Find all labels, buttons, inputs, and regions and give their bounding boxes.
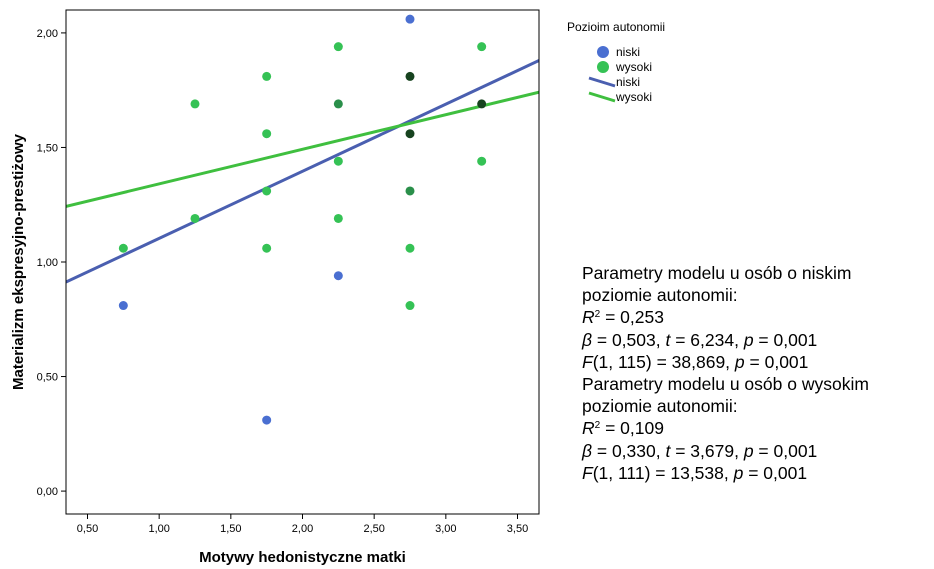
data-point (405, 71, 415, 81)
x-tick-label: 2,50 (363, 523, 384, 535)
legend-line-wysoki (588, 91, 616, 103)
legend-marker-wysoki (597, 61, 609, 73)
data-point (405, 129, 415, 139)
legend-line-niski (588, 76, 616, 88)
legend-label-niski: niski (616, 75, 640, 89)
high-heading-line-2: poziomie autonomii: (582, 396, 738, 417)
data-point (333, 156, 343, 166)
data-point (405, 186, 415, 196)
high-beta-line: β = 0,330, t = 3,679, p = 0,001 (582, 440, 818, 461)
data-point (477, 42, 487, 52)
legend-label-wysoki: wysoki (615, 90, 652, 104)
series-overlap (333, 99, 415, 196)
low-heading-line-1: Parametry modelu u osób o niskim (582, 263, 852, 283)
y-tick-label: 2,00 (37, 28, 58, 40)
data-point (333, 42, 343, 52)
legend-label-wysoki: wysoki (615, 60, 652, 74)
x-tick-label: 3,50 (507, 523, 528, 535)
data-point (333, 271, 343, 281)
series-wysoki (118, 42, 487, 311)
data-point (262, 243, 272, 253)
series-overlap-dark (405, 71, 487, 139)
data-point (190, 99, 200, 109)
x-tick-label: 2,00 (292, 523, 313, 535)
data-point (333, 99, 343, 109)
data-point (118, 243, 128, 253)
plot-frame (65, 9, 540, 515)
legend-title: Pozioim autonomii (567, 20, 665, 34)
series-niski (118, 14, 415, 425)
y-tick-label: 1,00 (37, 257, 58, 269)
legend-label-niski: niski (616, 45, 640, 59)
data-point (262, 71, 272, 81)
low-r2-line: R2 = 0,253 (582, 307, 664, 328)
model-parameters-text: Parametry modelu u osób o niskim poziomi… (582, 262, 932, 484)
y-tick-label: 1,50 (37, 142, 58, 154)
legend-marker-niski (597, 46, 609, 58)
x-tick-label: 1,50 (220, 523, 241, 535)
fit-lines (66, 59, 539, 284)
data-point (477, 156, 487, 166)
low-beta-line: β = 0,503, t = 6,234, p = 0,001 (582, 329, 818, 350)
data-point (405, 14, 415, 24)
fit-line-niski (66, 59, 539, 284)
high-f-line: F(1, 111) = 13,538, p = 0,001 (582, 462, 808, 483)
y-axis-title: Materializm ekspresyjno-prestiżowy (10, 133, 27, 390)
axes: 0,50 1,00 1,50 2,00 2,50 3,00 3,50 0,00 0,50 1,00… (10, 9, 540, 566)
low-heading-line-2: poziomie autonomii: (582, 285, 738, 306)
fit-line-wysoki (66, 90, 539, 208)
data-point (405, 301, 415, 311)
x-tick-label: 1,00 (148, 523, 169, 535)
y-tick-label: 0,00 (37, 486, 58, 498)
high-r2-line: R2 = 0,109 (582, 418, 664, 439)
data-point (118, 301, 128, 311)
x-tick-label: 3,00 (435, 523, 456, 535)
data-point (477, 99, 487, 109)
high-heading-line-1: Parametry modelu u osób o wysokim (582, 374, 869, 395)
data-point (333, 213, 343, 223)
data-point (262, 186, 272, 196)
data-point (262, 129, 272, 139)
data-point (190, 213, 200, 223)
x-tick-label: 0,50 (77, 523, 98, 535)
x-axis-title: Motywy hedonistyczne matki (199, 549, 406, 566)
plot-area (66, 14, 539, 425)
y-tick-label: 0,50 (37, 372, 58, 384)
data-point (405, 243, 415, 253)
low-f-line: F(1, 115) = 38,869, p = 0,001 (582, 351, 809, 372)
data-point (262, 415, 272, 425)
